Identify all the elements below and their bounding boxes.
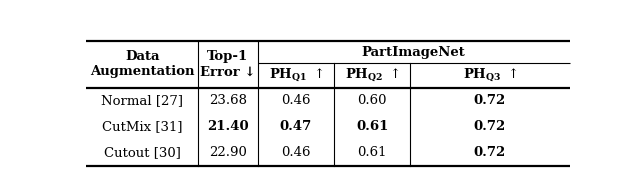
Text: 0.72: 0.72 xyxy=(474,146,506,159)
Text: 23.68: 23.68 xyxy=(209,94,247,107)
Text: Cutout [30]: Cutout [30] xyxy=(104,146,180,159)
Text: $\mathbf{PH}_{\mathbf{Q1}}$ $\uparrow$: $\mathbf{PH}_{\mathbf{Q1}}$ $\uparrow$ xyxy=(269,67,323,84)
Text: 0.46: 0.46 xyxy=(281,146,310,159)
Text: 0.61: 0.61 xyxy=(357,146,387,159)
Text: $\mathbf{PH}_{\mathbf{Q3}}$ $\uparrow$: $\mathbf{PH}_{\mathbf{Q3}}$ $\uparrow$ xyxy=(463,67,517,84)
Text: CutMix [31]: CutMix [31] xyxy=(102,120,182,133)
Text: 21.40: 21.40 xyxy=(207,120,248,133)
Text: Top-1
Error ↓: Top-1 Error ↓ xyxy=(200,50,255,78)
Text: $\mathbf{PH}_{\mathbf{Q2}}$ $\uparrow$: $\mathbf{PH}_{\mathbf{Q2}}$ $\uparrow$ xyxy=(345,67,399,84)
Text: Data
Augmentation: Data Augmentation xyxy=(90,50,195,78)
Text: Normal [27]: Normal [27] xyxy=(101,94,183,107)
Text: 0.46: 0.46 xyxy=(281,94,310,107)
Text: 0.72: 0.72 xyxy=(474,120,506,133)
Text: 0.60: 0.60 xyxy=(357,94,387,107)
Text: PartImageNet: PartImageNet xyxy=(362,46,465,59)
Text: 22.90: 22.90 xyxy=(209,146,247,159)
Text: 0.47: 0.47 xyxy=(280,120,312,133)
Text: 0.72: 0.72 xyxy=(474,94,506,107)
Text: 0.61: 0.61 xyxy=(356,120,388,133)
